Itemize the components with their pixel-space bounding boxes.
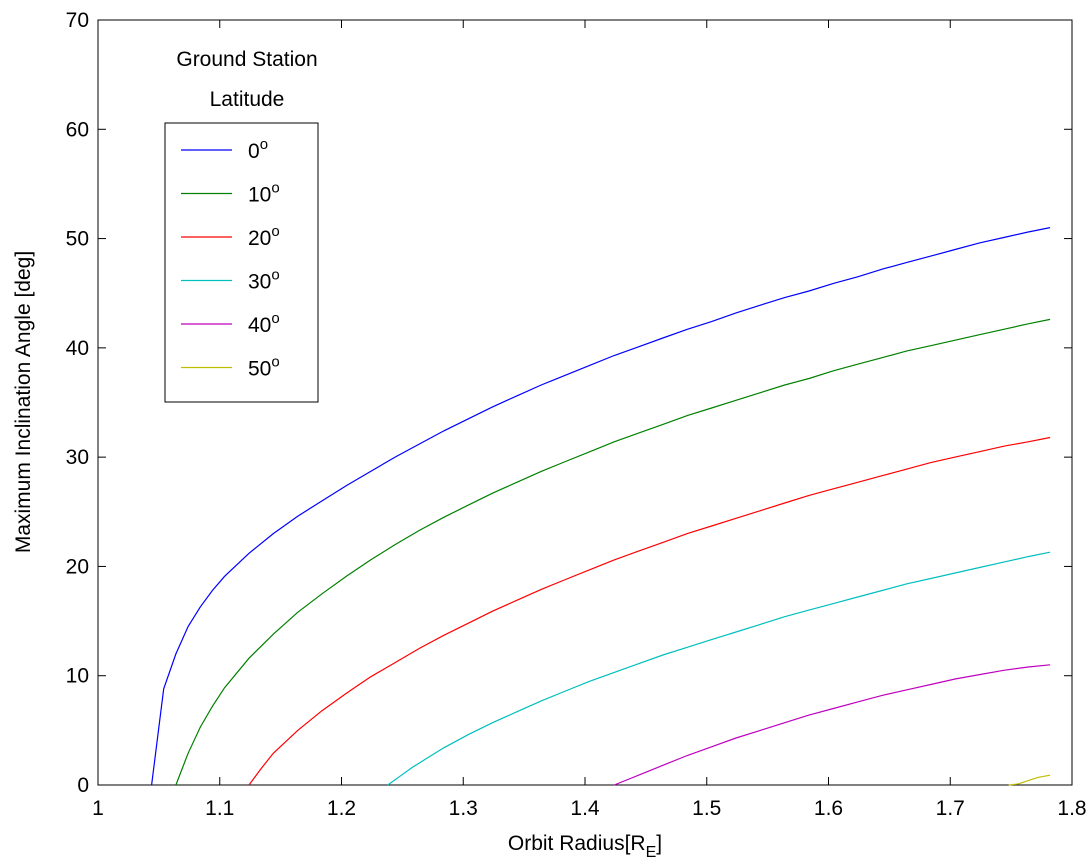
series-layer [151,227,1051,786]
y-tick-label: 70 [66,9,89,32]
series-line-40 [613,664,1051,786]
x-tick-label: 1 [92,797,104,820]
x-tick-label: 1.7 [936,797,965,820]
y-tick-label: 20 [66,555,89,578]
x-tick-label: 1.3 [449,797,478,820]
y-tick-label: 10 [66,665,89,688]
degree-superscript: o [271,354,279,371]
degree-superscript: o [271,223,279,240]
x-tick-label: 1.1 [205,797,234,820]
x-axis-ticks: 1 1.1 1.2 1.3 1.4 1.5 1.6 1.7 1.8 [92,20,1087,820]
x-tick-label: 1.4 [570,797,600,820]
series-line-30 [387,551,1051,786]
degree-superscript: o [271,180,279,197]
legend: Ground Station Latitude 0o10o20o30o40o50… [164,48,319,403]
y-tick-label: 30 [66,446,89,469]
x-tick-label: 1.8 [1057,797,1086,820]
degree-superscript: o [271,267,279,284]
degree-superscript: o [260,136,268,153]
x-tick-label: 1.5 [692,797,721,820]
y-tick-label: 60 [66,118,89,141]
legend-box [164,122,319,403]
x-tick-label: 1.6 [814,797,843,820]
series-line-50 [1008,774,1051,786]
legend-title-line1: Ground Station [176,48,317,71]
y-tick-label: 40 [66,337,89,360]
series-line-20 [248,436,1051,786]
degree-superscript: o [271,310,279,327]
legend-title-line2: Latitude [210,88,285,111]
y-tick-label: 0 [77,774,89,797]
series-line-10 [175,318,1051,786]
y-tick-label: 50 [66,228,89,251]
y-axis-label: Maximum Inclination Angle [deg] [12,251,35,553]
series-line-0 [151,227,1051,786]
x-tick-label: 1.2 [327,797,356,820]
x-axis-label: Orbit Radius[RE] [508,832,662,861]
y-axis-ticks: 0 10 20 30 40 50 60 70 [66,9,1072,797]
